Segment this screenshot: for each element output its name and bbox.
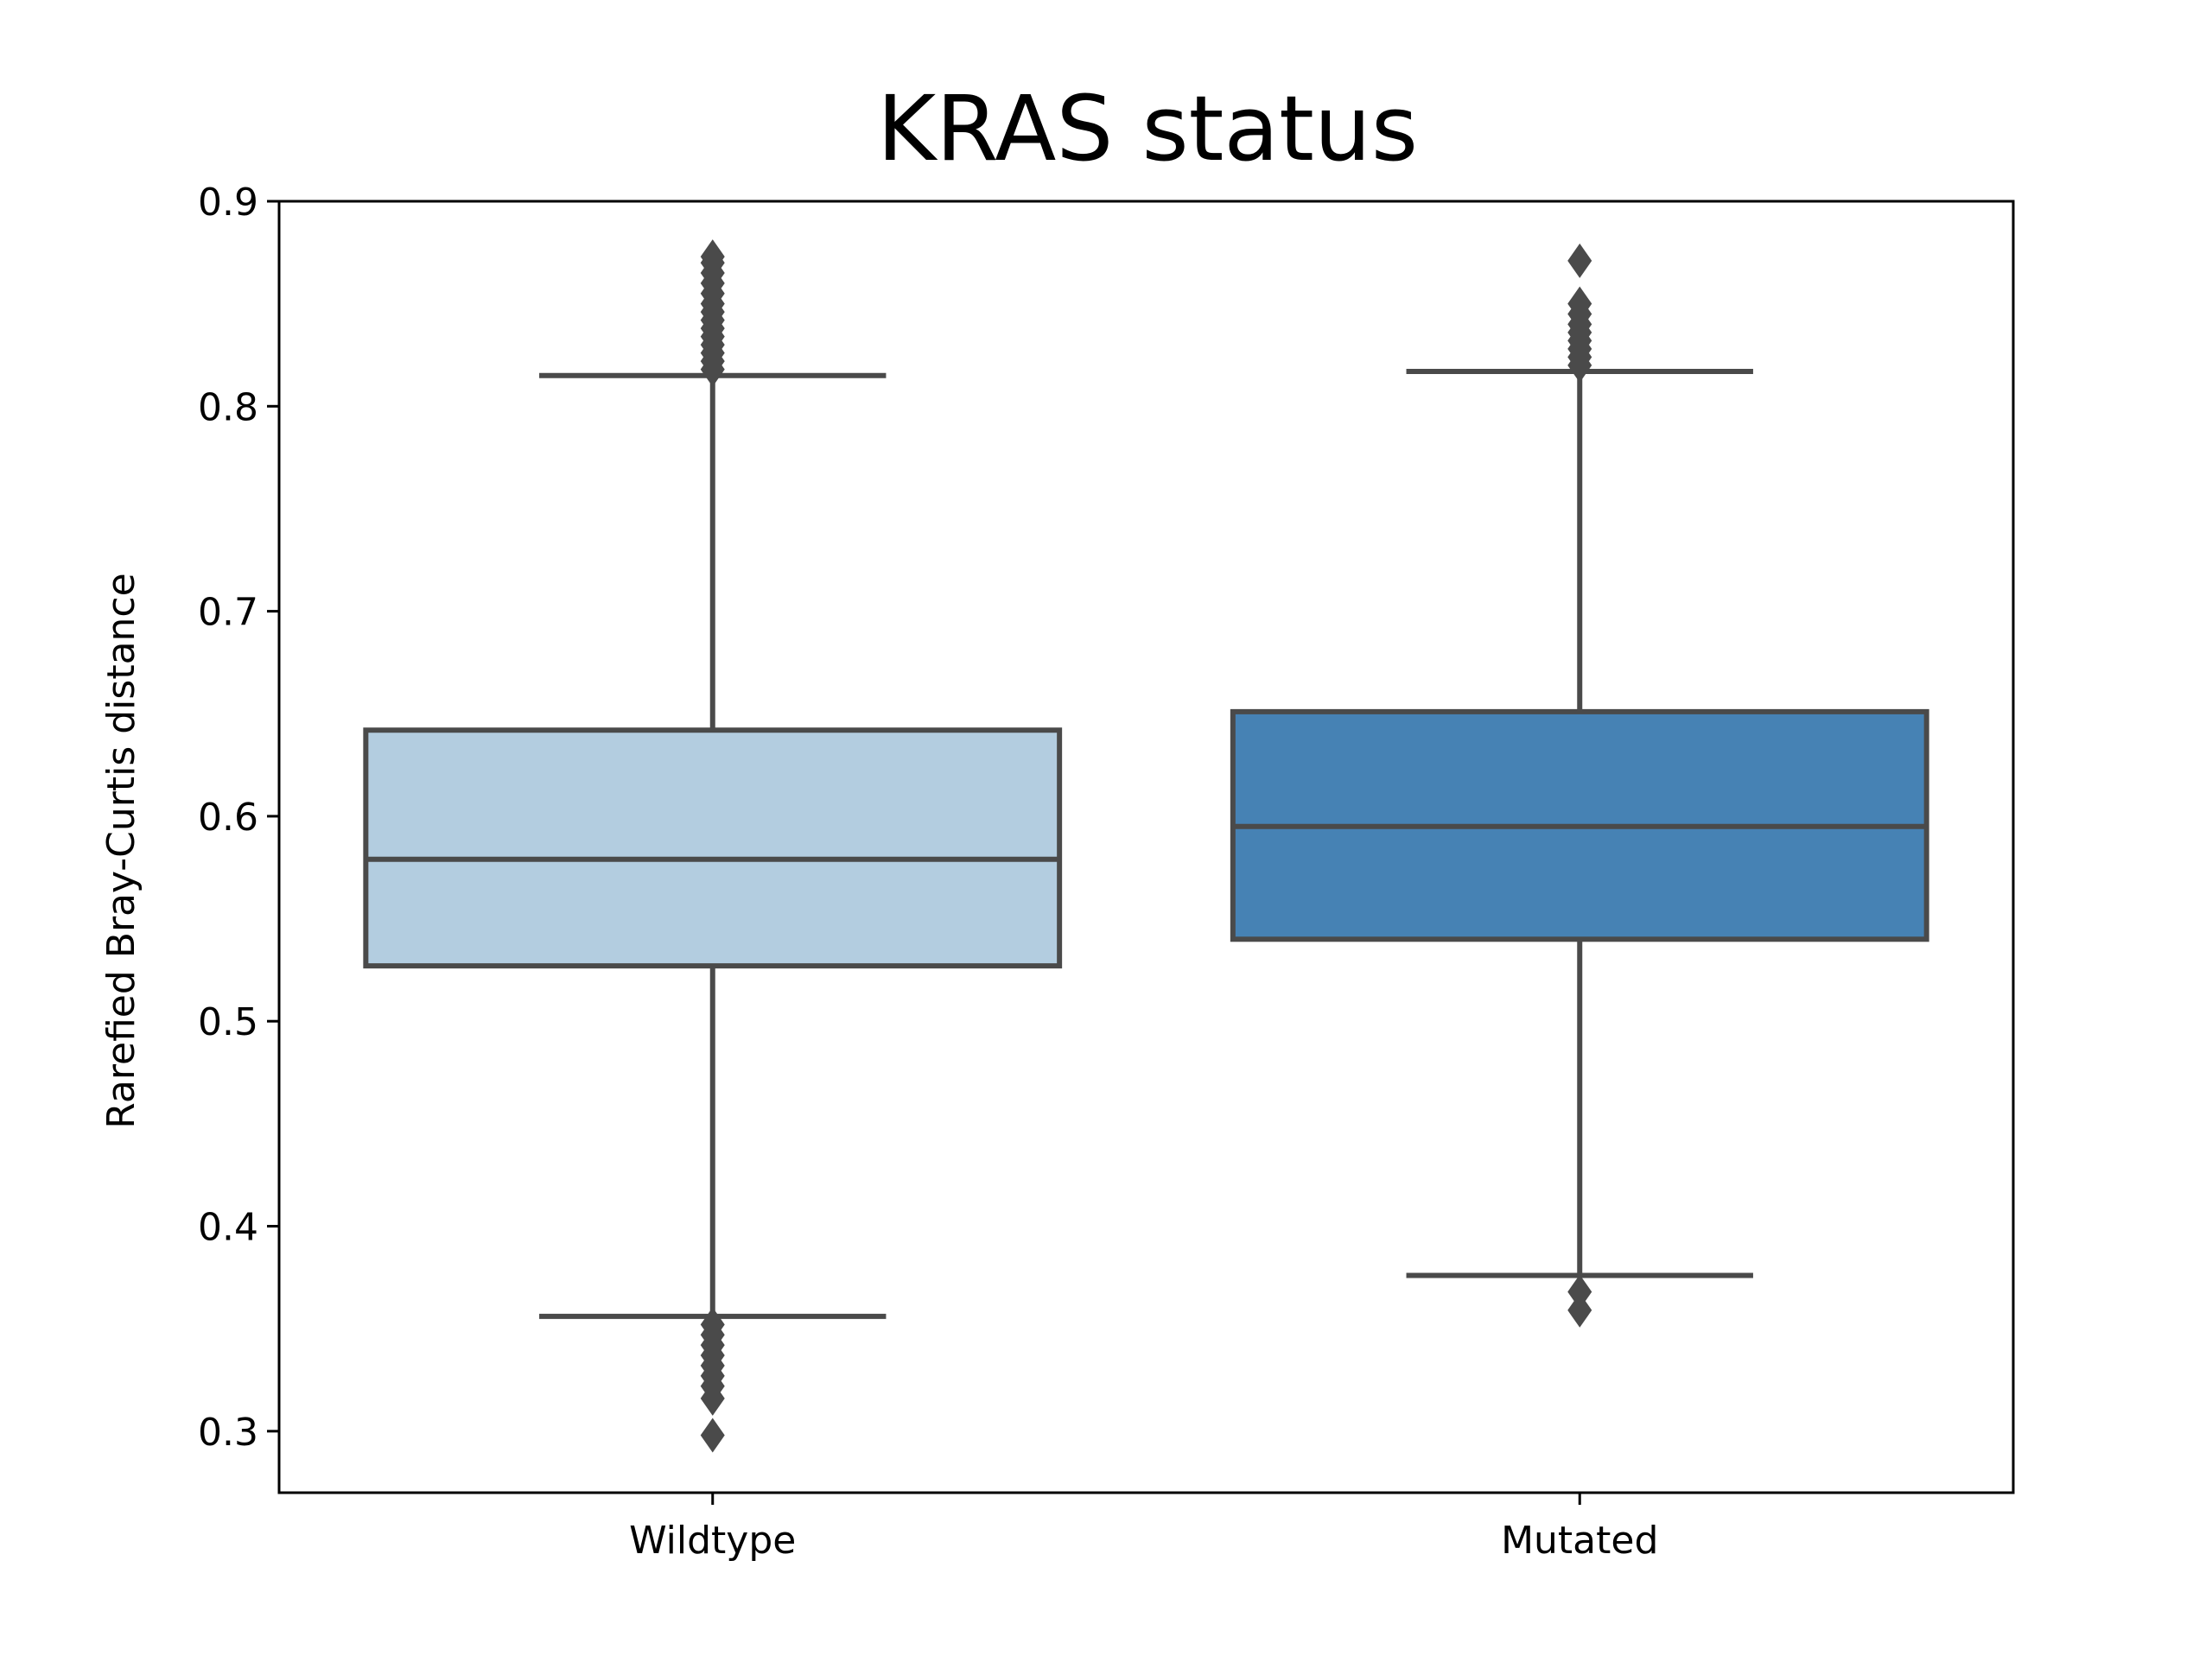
y-tick-label: 0.7 (198, 591, 258, 635)
y-tick-label: 0.3 (198, 1411, 258, 1455)
outlier-point-mutated (1567, 1292, 1592, 1328)
y-axis-label: Rarefied Bray-Curtis distance (99, 573, 143, 1128)
y-tick-label: 0.6 (198, 796, 258, 840)
plot-area: 0.3 0.4 0.5 0.6 0.7 0.8 0.9 Wildtype Mutated (198, 181, 2015, 1563)
outlier-point-mutated (1567, 243, 1592, 278)
plot-frame (277, 200, 2015, 1494)
y-tick-label: 0.8 (198, 385, 258, 429)
y-tick-label: 0.9 (198, 181, 258, 225)
x-tick-label: Mutated (1501, 1519, 1658, 1563)
outlier-point-wildtype (700, 239, 725, 275)
y-tick-label: 0.5 (198, 1000, 258, 1044)
outlier-point-mutated (1567, 286, 1592, 321)
outlier-point-wildtype (700, 1380, 725, 1416)
outlier-point-mutated (1567, 1274, 1592, 1310)
y-tick-label: 0.4 (198, 1206, 258, 1250)
x-tick-label: Wildtype (629, 1519, 796, 1563)
chart-title: KRAS status (877, 76, 1418, 181)
outlier-point-wildtype (700, 1418, 725, 1453)
box-wildtype (363, 727, 1063, 969)
